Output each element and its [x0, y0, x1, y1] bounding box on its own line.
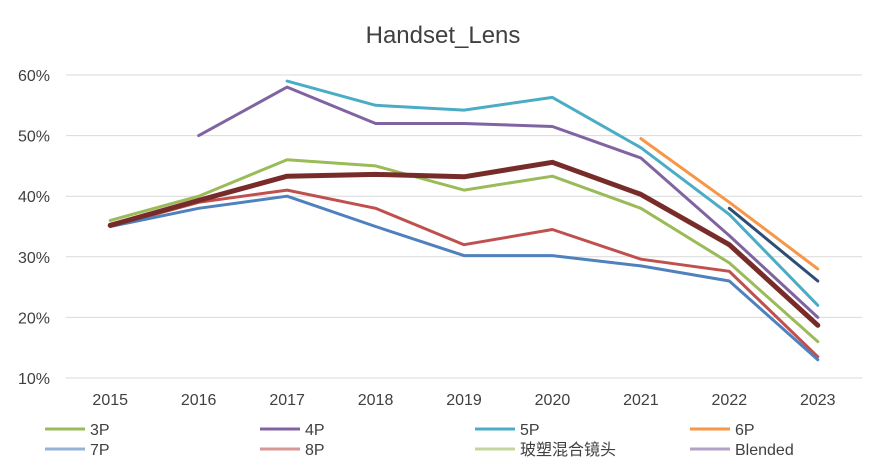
- x-tick-label: 2023: [800, 392, 836, 409]
- x-tick-label: 2016: [181, 392, 217, 409]
- legend-label: Blended: [735, 442, 794, 459]
- series-line-6p: [639, 137, 820, 271]
- y-tick-label: 40%: [18, 189, 50, 206]
- x-tick-label: 2017: [269, 392, 305, 409]
- series-line-8p: [108, 188, 820, 359]
- x-tick-label: 2020: [535, 392, 571, 409]
- x-tick-label: 2021: [623, 392, 659, 409]
- legend-label: 6P: [735, 422, 755, 439]
- y-tick-label: 30%: [18, 250, 50, 267]
- legend-label: 3P: [90, 422, 110, 439]
- series-line-4p: [197, 85, 820, 319]
- x-tick-label: 2015: [92, 392, 128, 409]
- series-line-7p: [727, 206, 820, 283]
- series-line-5p: [285, 79, 820, 307]
- legend-label: 5P: [520, 422, 540, 439]
- y-tick-label: 10%: [18, 371, 50, 388]
- y-tick-label: 20%: [18, 310, 50, 327]
- series-line-hybrid-glass-plastic: [108, 194, 820, 362]
- legend-label: 8P: [305, 442, 325, 459]
- y-tick-label: 60%: [18, 68, 50, 85]
- x-tick-label: 2018: [358, 392, 394, 409]
- series-line-blended: [107, 159, 821, 328]
- legend-label: 玻塑混合镜头: [520, 440, 616, 459]
- y-tick-label: 50%: [18, 129, 50, 146]
- series-line-3p: [108, 158, 820, 344]
- legend-label: 4P: [305, 422, 325, 439]
- x-tick-label: 2022: [712, 392, 748, 409]
- chart-title: Handset_Lens: [366, 22, 521, 49]
- legend-label: 7P: [90, 442, 110, 459]
- x-tick-label: 2019: [446, 392, 482, 409]
